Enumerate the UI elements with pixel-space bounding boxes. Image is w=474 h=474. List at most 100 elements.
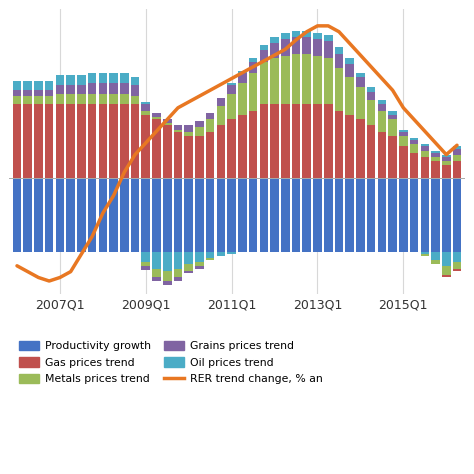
Bar (281, 104, 290, 178)
Bar (302, 104, 311, 178)
Bar (206, 132, 214, 178)
Bar (281, 33, 290, 39)
Bar (367, 87, 375, 91)
Bar (410, 140, 419, 144)
Bar (367, 178, 375, 252)
Bar (88, 104, 96, 178)
Bar (378, 110, 386, 132)
Bar (152, 269, 161, 277)
Bar (141, 178, 150, 252)
Bar (442, 252, 451, 266)
Bar (281, 56, 290, 104)
Bar (66, 75, 75, 85)
Bar (217, 178, 225, 252)
Bar (431, 153, 440, 157)
Bar (302, 54, 311, 104)
Bar (410, 138, 419, 140)
Bar (335, 178, 343, 252)
Bar (55, 178, 64, 252)
Bar (55, 104, 64, 178)
Bar (45, 81, 54, 90)
Bar (88, 83, 96, 94)
Bar (270, 58, 279, 104)
Bar (346, 178, 354, 252)
Bar (13, 81, 21, 90)
Bar (184, 264, 193, 271)
Bar (163, 123, 172, 125)
Bar (34, 104, 43, 178)
Bar (431, 260, 440, 264)
Bar (131, 96, 139, 104)
Bar (249, 178, 257, 252)
Bar (141, 262, 150, 266)
Bar (206, 113, 214, 119)
Bar (99, 83, 107, 94)
Bar (184, 178, 193, 252)
Bar (131, 77, 139, 85)
Bar (249, 62, 257, 73)
Bar (206, 178, 214, 252)
Bar (367, 91, 375, 100)
Bar (228, 83, 236, 85)
Bar (410, 153, 419, 178)
Bar (260, 49, 268, 62)
Bar (45, 96, 54, 104)
Bar (184, 271, 193, 273)
Bar (99, 104, 107, 178)
Bar (217, 98, 225, 106)
Bar (324, 178, 333, 252)
Bar (45, 104, 54, 178)
Bar (13, 178, 21, 252)
Bar (346, 58, 354, 64)
Bar (335, 68, 343, 110)
Bar (77, 178, 86, 252)
Bar (292, 178, 301, 252)
Bar (163, 125, 172, 178)
Bar (66, 85, 75, 94)
Bar (313, 104, 322, 178)
Bar (260, 46, 268, 49)
Bar (420, 178, 429, 252)
Bar (163, 119, 172, 123)
Bar (184, 136, 193, 178)
Bar (109, 104, 118, 178)
Bar (195, 266, 204, 269)
Bar (34, 96, 43, 104)
Bar (346, 64, 354, 77)
Bar (420, 157, 429, 178)
Bar (431, 161, 440, 178)
Bar (378, 100, 386, 104)
Bar (206, 119, 214, 132)
Bar (292, 37, 301, 54)
Bar (228, 119, 236, 178)
Bar (141, 266, 150, 270)
Bar (184, 125, 193, 132)
Bar (23, 90, 32, 96)
Bar (313, 33, 322, 39)
Bar (431, 151, 440, 153)
Bar (163, 281, 172, 285)
Bar (228, 252, 236, 254)
Bar (228, 85, 236, 94)
Bar (195, 136, 204, 178)
Bar (141, 252, 150, 262)
Bar (453, 146, 461, 148)
Bar (420, 144, 429, 146)
Bar (238, 115, 246, 178)
Bar (173, 252, 182, 269)
Bar (388, 136, 397, 178)
Bar (238, 71, 246, 73)
Bar (173, 132, 182, 178)
Bar (442, 165, 451, 178)
Bar (238, 73, 246, 83)
Bar (55, 94, 64, 104)
Bar (77, 85, 86, 94)
Bar (313, 39, 322, 56)
Bar (453, 262, 461, 269)
Bar (442, 266, 451, 275)
Bar (163, 271, 172, 281)
Bar (184, 132, 193, 136)
Bar (131, 85, 139, 96)
Bar (399, 178, 408, 252)
Bar (453, 269, 461, 271)
